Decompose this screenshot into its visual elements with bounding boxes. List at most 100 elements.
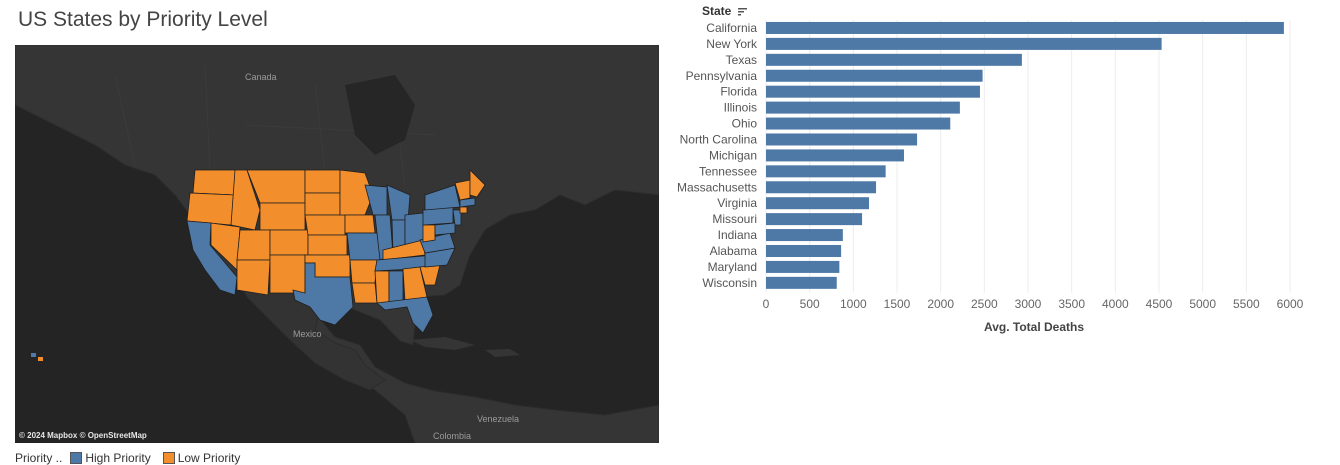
bar[interactable]	[766, 276, 837, 289]
legend-swatch-high	[70, 452, 83, 464]
state-new-mexico[interactable]	[269, 254, 306, 294]
category-label: Pennsylvania	[686, 69, 758, 83]
bar-chart[interactable]: California New York Texas Pennsylvania Flori…	[668, 0, 1340, 340]
category-label: Wisconsin	[702, 276, 757, 290]
caribbean-islands	[410, 337, 520, 357]
label-venezuela: Venezuela	[477, 414, 520, 424]
bar[interactable]	[766, 53, 1022, 66]
category-label: Virginia	[717, 196, 757, 210]
tick-label: 1500	[884, 297, 911, 311]
label-mexico: Mexico	[293, 329, 322, 339]
tick-label: 2000	[927, 297, 954, 311]
state-utah[interactable]	[236, 229, 271, 261]
category-label: Tennessee	[699, 164, 757, 178]
state-south-dakota[interactable]	[304, 192, 341, 216]
bar[interactable]	[766, 37, 1162, 50]
tick-label: 4000	[1102, 297, 1129, 311]
dashboard-title: US States by Priority Level	[18, 8, 268, 31]
state-texas[interactable]	[292, 262, 354, 326]
state-kansas[interactable]	[307, 234, 348, 256]
state-arizona[interactable]	[236, 259, 271, 296]
state-massachusetts[interactable]	[459, 197, 476, 208]
tick-label: 3500	[1058, 297, 1085, 311]
state-louisiana[interactable]	[351, 282, 378, 304]
bar[interactable]	[766, 21, 1284, 34]
category-label: Missouri	[712, 212, 757, 226]
map-canvas[interactable]	[15, 45, 659, 443]
bar[interactable]	[766, 213, 863, 226]
state-florida[interactable]	[376, 296, 434, 334]
state-column-header[interactable]: State	[702, 4, 748, 18]
legend-swatch-low	[162, 452, 175, 464]
tick-label: 0	[763, 297, 770, 311]
bar[interactable]	[766, 181, 877, 194]
state-colorado[interactable]	[269, 229, 309, 256]
priority-map[interactable]: Canada Mexico Venezuela Colombia © 2024 …	[15, 45, 659, 443]
category-label: Florida	[720, 85, 757, 99]
tick-label: 2500	[971, 297, 998, 311]
tick-label: 6000	[1277, 297, 1304, 311]
tick-label: 1000	[840, 297, 867, 311]
category-label: New York	[706, 37, 758, 51]
legend-title: Priority ..	[15, 451, 63, 465]
state-iowa[interactable]	[344, 214, 376, 234]
bar[interactable]	[766, 229, 843, 242]
state-idaho[interactable]	[230, 169, 261, 231]
bar[interactable]	[766, 85, 980, 98]
state-missouri[interactable]	[346, 232, 382, 261]
category-label: North Carolina	[680, 132, 758, 146]
state-hawaii-west[interactable]	[31, 353, 36, 357]
state-nebraska[interactable]	[304, 214, 346, 236]
hudson-bay	[345, 75, 415, 155]
us-states[interactable]	[186, 169, 486, 334]
state-washington[interactable]	[192, 169, 238, 196]
bar[interactable]	[766, 244, 842, 257]
tick-label: 5000	[1189, 297, 1216, 311]
map-attribution[interactable]: © 2024 Mapbox © OpenStreetMap	[19, 431, 147, 440]
state-new-jersey[interactable]	[452, 209, 462, 226]
category-label: California	[706, 21, 757, 35]
bar[interactable]	[766, 165, 886, 178]
bar[interactable]	[766, 260, 840, 273]
bar[interactable]	[766, 149, 904, 162]
category-label: Ohio	[732, 117, 758, 131]
x-axis-title: Avg. Total Deaths	[984, 320, 1084, 334]
bar[interactable]	[766, 101, 960, 114]
priority-legend: Priority .. High Priority Low Priority	[15, 451, 246, 465]
legend-label-high: High Priority	[85, 451, 151, 465]
legend-label-low: Low Priority	[177, 451, 241, 465]
state-oregon[interactable]	[186, 192, 236, 226]
state-alabama[interactable]	[388, 270, 404, 304]
sort-descending-icon[interactable]	[737, 7, 748, 16]
state-header-label: State	[702, 4, 732, 18]
label-colombia: Colombia	[433, 431, 472, 441]
state-arkansas[interactable]	[349, 259, 378, 284]
state-mississippi[interactable]	[374, 270, 390, 304]
bar[interactable]	[766, 197, 870, 210]
category-label: Indiana	[718, 228, 758, 242]
state-vermont-nh[interactable]	[454, 179, 471, 201]
tick-label: 500	[800, 297, 820, 311]
state-connecticut[interactable]	[459, 206, 468, 214]
category-label: Maryland	[708, 260, 757, 274]
bar[interactable]	[766, 69, 983, 82]
south-america-land	[415, 410, 659, 443]
state-minnesota[interactable]	[339, 169, 374, 216]
category-label: Massachusetts	[677, 180, 757, 194]
category-label: Michigan	[709, 148, 757, 162]
legend-item-high[interactable]: High Priority	[70, 451, 151, 465]
tick-label: 4500	[1146, 297, 1173, 311]
state-hawaii-east[interactable]	[38, 357, 43, 361]
state-wyoming[interactable]	[259, 202, 306, 231]
tick-label: 5500	[1233, 297, 1260, 311]
bar[interactable]	[766, 133, 918, 146]
state-north-dakota[interactable]	[304, 169, 341, 194]
state-maine[interactable]	[469, 169, 486, 198]
category-label: Illinois	[724, 101, 757, 115]
state-west-virginia[interactable]	[422, 224, 436, 243]
state-maryland[interactable]	[434, 222, 456, 236]
legend-item-low[interactable]: Low Priority	[162, 451, 241, 465]
label-canada: Canada	[245, 72, 277, 82]
category-label: Texas	[726, 53, 757, 67]
bar[interactable]	[766, 117, 951, 130]
